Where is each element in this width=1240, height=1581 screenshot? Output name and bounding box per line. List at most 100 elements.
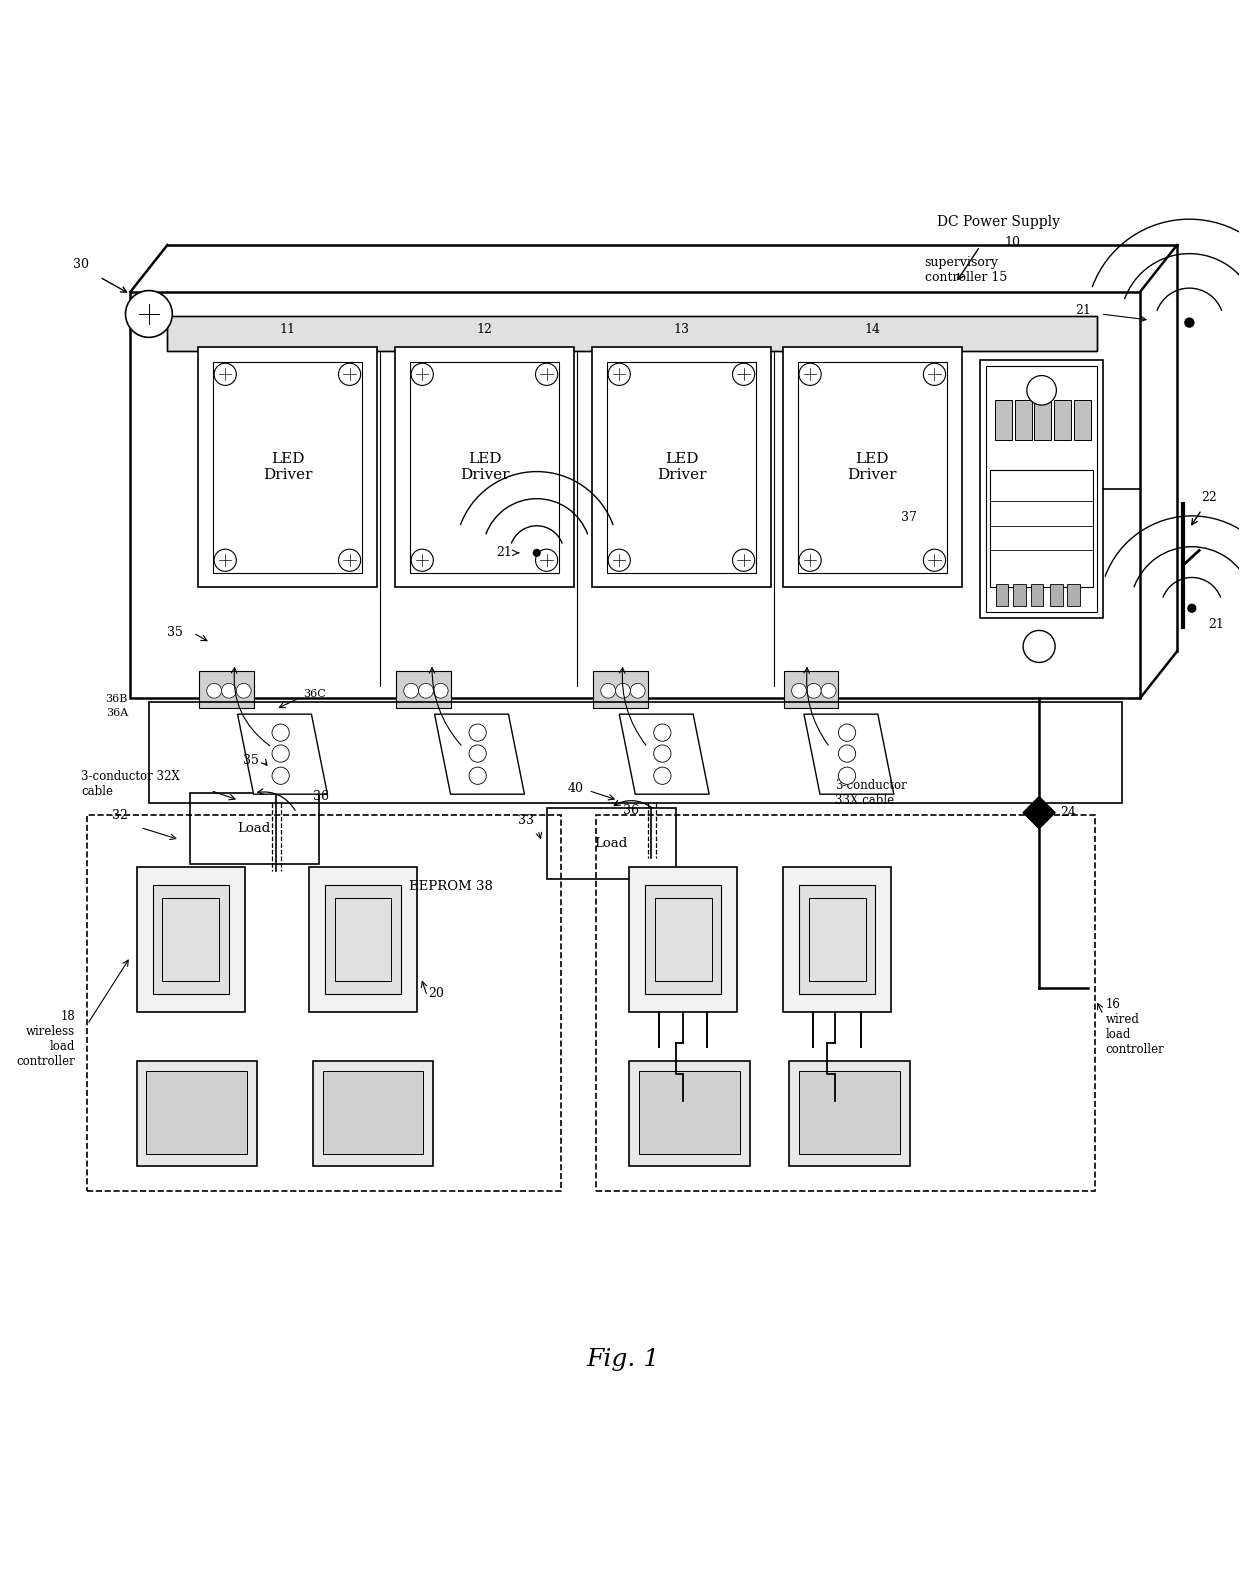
Bar [797,362,947,572]
Text: 33: 33 [518,814,534,827]
Circle shape [536,364,558,386]
Bar [782,348,961,587]
Bar [397,670,450,708]
Text: 35: 35 [243,754,259,767]
Bar [396,348,574,587]
Bar [782,866,892,1012]
Circle shape [404,683,419,699]
Bar [167,316,1097,351]
Bar [312,1061,433,1167]
Bar [996,583,1008,606]
Text: 21: 21 [496,547,512,560]
Text: 40: 40 [568,781,584,795]
Bar [325,885,402,994]
Circle shape [272,724,289,741]
Circle shape [608,364,630,386]
Bar [606,362,756,572]
Text: supervisory
controller 15: supervisory controller 15 [925,256,1007,285]
Text: 14: 14 [864,324,880,337]
Bar [547,808,676,879]
Text: Load: Load [238,822,270,835]
Polygon shape [804,715,894,794]
Circle shape [433,683,448,699]
Circle shape [469,745,486,762]
Circle shape [419,683,433,699]
Bar [799,885,875,994]
Bar [1068,583,1080,606]
Text: LED
Driver: LED Driver [263,452,312,482]
Bar [87,816,562,1190]
Text: 13: 13 [673,324,689,337]
Bar [639,1072,740,1154]
Circle shape [1023,631,1055,662]
Bar [645,885,722,994]
Bar [322,1072,424,1154]
Bar [655,898,712,982]
Circle shape [653,745,671,762]
Bar [190,794,319,865]
Bar [1030,583,1043,606]
Circle shape [412,549,433,571]
Bar [980,359,1104,618]
Text: LED
Driver: LED Driver [460,452,510,482]
Text: 20: 20 [428,987,444,1001]
Text: 32: 32 [112,808,128,822]
Text: LED
Driver: LED Driver [657,452,707,482]
Circle shape [630,683,645,699]
Text: 22: 22 [1202,492,1218,504]
Text: 30: 30 [73,258,89,272]
Bar [146,1072,248,1154]
Bar [335,898,392,982]
Circle shape [924,364,946,386]
Bar [593,348,771,587]
Bar [799,1072,900,1154]
Bar [1050,583,1063,606]
Circle shape [838,767,856,784]
Text: EEPROM 38: EEPROM 38 [409,881,492,893]
Polygon shape [238,715,327,794]
Circle shape [1184,318,1194,327]
Circle shape [469,724,486,741]
Circle shape [272,745,289,762]
Bar [1034,400,1052,440]
Circle shape [806,683,821,699]
Text: 36C: 36C [303,689,326,699]
Bar [309,866,418,1012]
Bar [167,316,1097,351]
Text: 24: 24 [1060,806,1076,819]
Polygon shape [619,715,709,794]
Circle shape [237,683,250,699]
Bar [200,670,253,708]
Text: 10: 10 [1004,236,1021,250]
Circle shape [838,745,856,762]
Bar [162,898,219,982]
Circle shape [215,364,237,386]
Circle shape [1027,376,1056,405]
Bar [596,816,1095,1190]
Circle shape [838,724,856,741]
Bar [784,670,838,708]
Circle shape [924,549,946,571]
Text: 36B: 36B [105,694,128,705]
Bar [1013,583,1025,606]
Bar [994,400,1012,440]
Circle shape [222,683,237,699]
Circle shape [339,549,361,571]
Bar [213,362,362,572]
Text: Fig. 1: Fig. 1 [587,1349,660,1371]
Text: 21: 21 [1208,618,1224,631]
Text: DC Power Supply: DC Power Supply [937,215,1060,229]
Text: 36: 36 [312,790,329,803]
Text: 16
wired
load
controller: 16 wired load controller [1106,998,1164,1056]
Circle shape [653,767,671,784]
Bar [1014,400,1032,440]
Circle shape [653,724,671,741]
Polygon shape [1023,797,1055,828]
Circle shape [339,364,361,386]
Text: Load: Load [595,836,627,851]
Circle shape [799,364,821,386]
Circle shape [469,767,486,784]
Text: 36: 36 [622,803,639,817]
Circle shape [615,683,630,699]
Circle shape [733,549,755,571]
